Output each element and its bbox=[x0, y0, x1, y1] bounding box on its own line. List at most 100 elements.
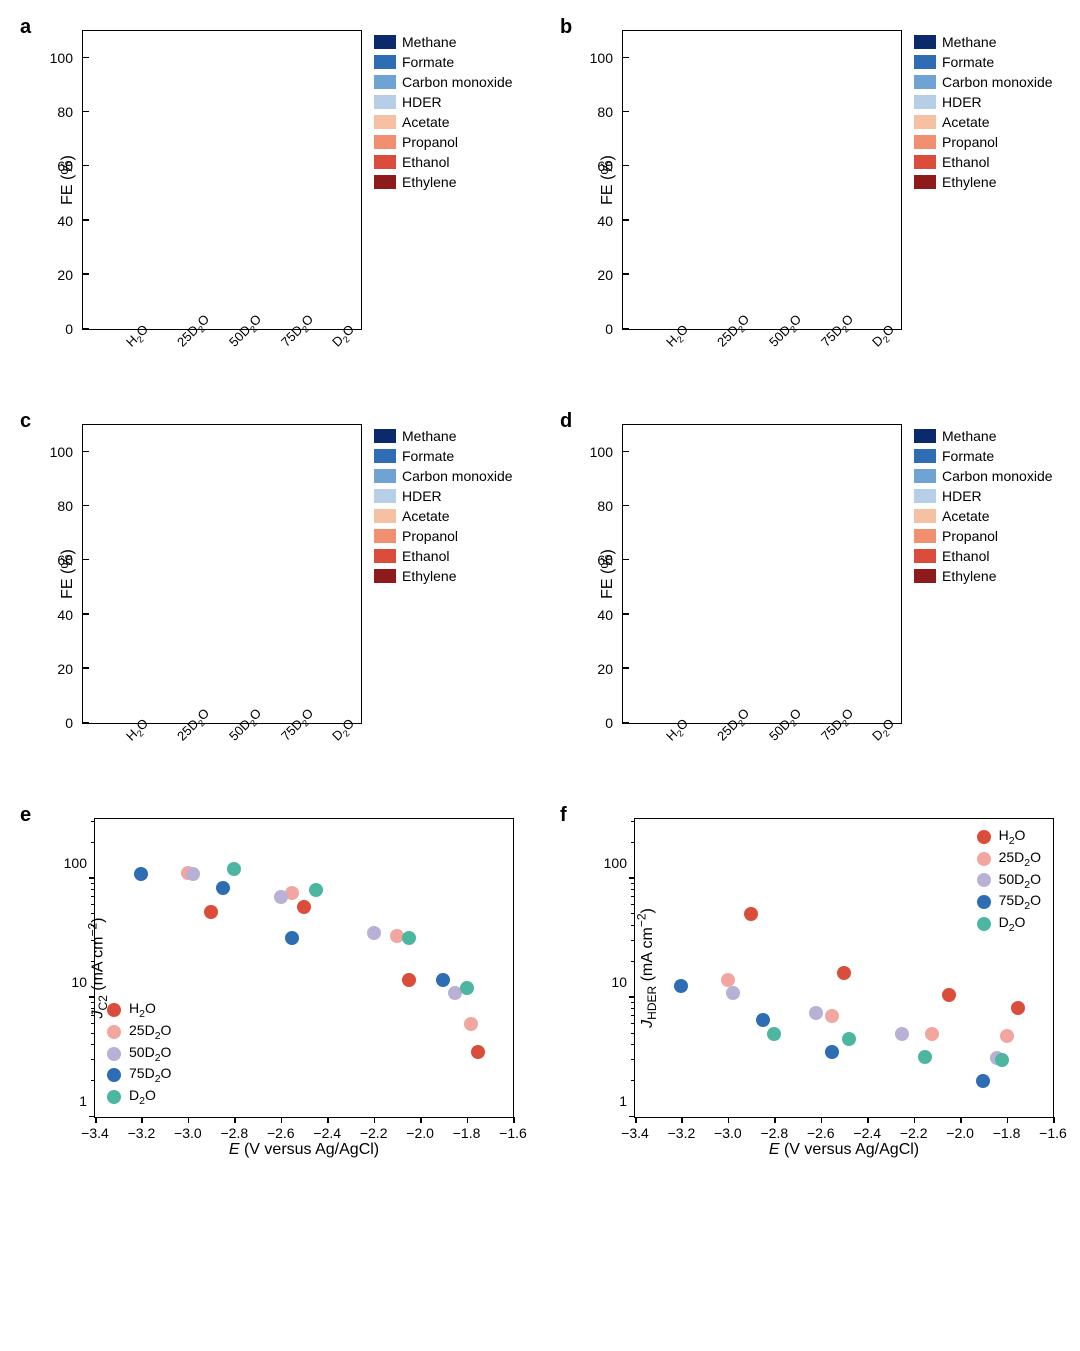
legend-item: Propanol bbox=[914, 134, 1053, 150]
x-tick-label: 75D2O bbox=[278, 705, 318, 745]
scatter-point bbox=[464, 1017, 478, 1031]
y-tick-label: 0 bbox=[333, 321, 613, 337]
y-tick-minor bbox=[91, 1080, 95, 1081]
x-tick bbox=[141, 1117, 143, 1123]
y-tick-minor bbox=[91, 889, 95, 890]
y-tick-label: 40 bbox=[0, 213, 73, 229]
x-tick-label: H2O bbox=[123, 716, 153, 746]
legend-swatch bbox=[914, 549, 936, 563]
legend-item: D2O bbox=[107, 1087, 171, 1107]
y-tick-minor bbox=[631, 889, 635, 890]
scatter-plot-e: JC2 (mA cm−2) E (V versus Ag/AgCl) −3.4−… bbox=[94, 818, 514, 1118]
legend-item: Carbon monoxide bbox=[374, 468, 513, 484]
legend-label: H2O bbox=[999, 827, 1026, 847]
legend-swatch bbox=[977, 852, 991, 866]
y-tick-minor bbox=[631, 883, 635, 884]
scatter-point bbox=[942, 988, 956, 1002]
y-tick-minor bbox=[91, 896, 95, 897]
legend-d: MethaneFormateCarbon monoxideHDERAcetate… bbox=[914, 428, 1053, 778]
scatter-point bbox=[674, 979, 688, 993]
scatter-point bbox=[744, 907, 758, 921]
x-tick bbox=[467, 1117, 469, 1123]
bar-plot-a: FE (%) 020406080100H2O25D2O50D2O75D2OD2O bbox=[82, 30, 362, 330]
y-tick-label: 20 bbox=[333, 661, 613, 677]
legend-label: 25D2O bbox=[999, 849, 1041, 869]
y-tick-minor bbox=[631, 1002, 635, 1003]
x-tick bbox=[914, 1117, 916, 1123]
panel-e: e JC2 (mA cm−2) E (V versus Ag/AgCl) −3.… bbox=[20, 808, 520, 1162]
bar-plot-b: FE (%) 020406080100H2O25D2O50D2O75D2OD2O bbox=[622, 30, 902, 330]
legend-item: Acetate bbox=[914, 114, 1053, 130]
y-tick-minor bbox=[91, 1008, 95, 1009]
y-tick-label: 80 bbox=[0, 104, 73, 120]
y-tick-label: 20 bbox=[0, 267, 73, 283]
legend-item: Formate bbox=[914, 448, 1053, 464]
x-tick-label: −1.6 bbox=[1039, 1125, 1067, 1141]
legend-swatch bbox=[914, 135, 936, 149]
scatter-point bbox=[460, 981, 474, 995]
y-tick-minor bbox=[631, 1023, 635, 1024]
scatter-point bbox=[471, 1045, 485, 1059]
x-axis-label: E (V versus Ag/AgCl) bbox=[769, 1141, 919, 1159]
y-tick-label: 60 bbox=[333, 158, 613, 174]
y-tick-minor bbox=[631, 913, 635, 914]
legend-item: Methane bbox=[374, 428, 513, 444]
legend-item: Ethylene bbox=[374, 568, 513, 584]
legend-label: Ethylene bbox=[942, 568, 996, 584]
legend-item: Ethylene bbox=[914, 174, 1053, 190]
y-tick-label: 10 bbox=[71, 974, 95, 990]
y-tick-minor bbox=[91, 904, 95, 905]
legend-swatch bbox=[374, 35, 396, 49]
scatter-point bbox=[297, 900, 311, 914]
y-tick-minor bbox=[631, 1059, 635, 1060]
legend-label: Propanol bbox=[402, 528, 458, 544]
scatter-point bbox=[216, 881, 230, 895]
y-tick-label: 100 bbox=[0, 50, 73, 66]
legend-item: 25D2O bbox=[977, 849, 1041, 869]
figure-grid: a FE (%) 020406080100H2O25D2O50D2O75D2OD… bbox=[20, 20, 1060, 1162]
y-tick-label: 80 bbox=[333, 498, 613, 514]
legend-swatch bbox=[374, 135, 396, 149]
legend-item: Carbon monoxide bbox=[914, 74, 1053, 90]
legend-label: Carbon monoxide bbox=[402, 74, 513, 90]
x-tick-label: 25D2O bbox=[714, 311, 754, 351]
legend-label: 50D2O bbox=[129, 1044, 171, 1064]
scatter-point bbox=[995, 1053, 1009, 1067]
legend-label: 75D2O bbox=[999, 892, 1041, 912]
y-tick-label: 40 bbox=[333, 607, 613, 623]
scatter-point bbox=[837, 966, 851, 980]
x-tick bbox=[188, 1117, 190, 1123]
x-tick-label: −1.8 bbox=[993, 1125, 1021, 1141]
legend-label: Formate bbox=[942, 448, 994, 464]
scatter-point bbox=[402, 931, 416, 945]
scatter-point bbox=[134, 867, 148, 881]
legend-swatch bbox=[914, 75, 936, 89]
legend-item: Propanol bbox=[374, 528, 513, 544]
legend-item: 25D2O bbox=[107, 1022, 171, 1042]
legend-swatch bbox=[374, 529, 396, 543]
x-tick bbox=[635, 1117, 637, 1123]
legend-swatch bbox=[374, 569, 396, 583]
x-tick-label: −3.4 bbox=[81, 1125, 109, 1141]
legend-item: H2O bbox=[107, 1000, 171, 1020]
legend-item: 75D2O bbox=[107, 1065, 171, 1085]
y-tick-minor bbox=[631, 940, 635, 941]
legend-item: Propanol bbox=[374, 134, 513, 150]
x-tick-label: H2O bbox=[663, 716, 693, 746]
legend-item: Propanol bbox=[914, 528, 1053, 544]
scatter-point bbox=[895, 1027, 909, 1041]
legend-label: Carbon monoxide bbox=[942, 74, 1053, 90]
y-tick-label: 80 bbox=[333, 104, 613, 120]
scatter-point bbox=[285, 931, 299, 945]
legend-swatch bbox=[107, 1047, 121, 1061]
x-tick-label: 50D2O bbox=[226, 311, 266, 351]
x-tick bbox=[1053, 1117, 1055, 1123]
legend-swatch bbox=[374, 429, 396, 443]
x-tick-label: −3.2 bbox=[128, 1125, 156, 1141]
y-tick bbox=[89, 877, 95, 879]
x-tick-label: 50D2O bbox=[226, 705, 266, 745]
y-tick-minor bbox=[631, 1008, 635, 1009]
scatter-point bbox=[1000, 1029, 1014, 1043]
y-tick-minor bbox=[631, 1015, 635, 1016]
legend-label: 50D2O bbox=[999, 871, 1041, 891]
